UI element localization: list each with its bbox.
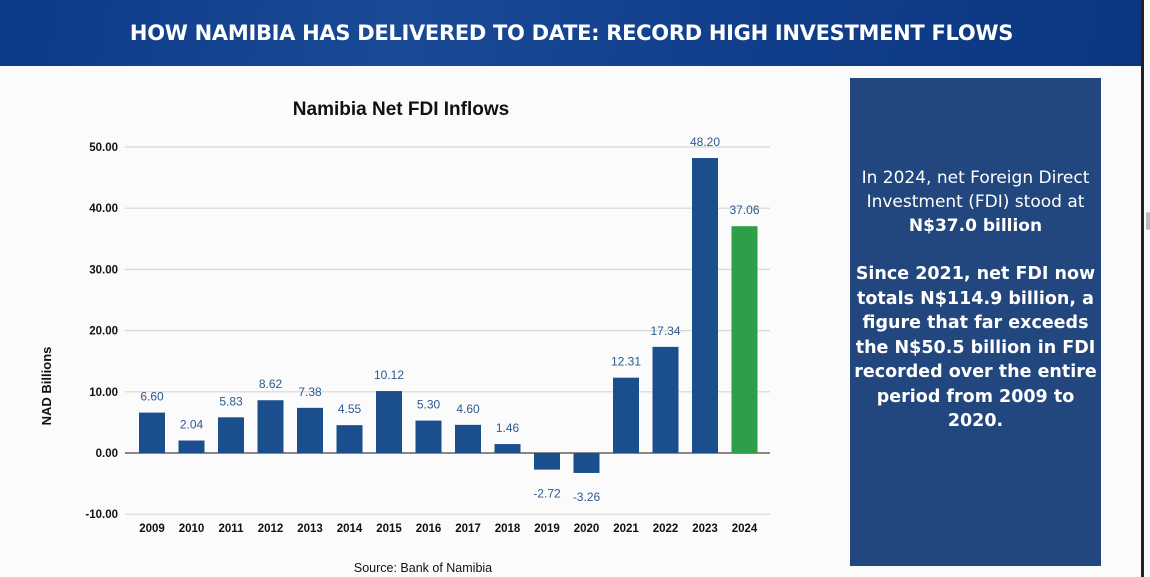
bar-2024: [731, 226, 758, 453]
bar-2015: [376, 391, 402, 453]
y-tick-label: 40.00: [89, 203, 118, 215]
summary-2024: In 2024, net Foreign Direct Investment (…: [854, 166, 1097, 238]
data-label: 1.46: [496, 421, 520, 435]
data-label: 12.31: [611, 355, 641, 369]
x-tick-label: 2010: [179, 523, 205, 535]
chart-title: Namibia Net FDI Inflows: [293, 99, 509, 120]
bar-2014: [336, 425, 363, 453]
data-label: 4.60: [456, 402, 480, 416]
bar-2023: [692, 158, 718, 453]
bar-2021: [613, 377, 639, 453]
y-axis-label: NAD Billions: [39, 347, 54, 426]
x-tick-label: 2009: [139, 523, 165, 535]
x-tick-label: 2021: [613, 523, 639, 535]
bar-2022: [652, 346, 679, 453]
x-tick-label: 2015: [376, 523, 402, 535]
x-tick-label: 2020: [574, 523, 600, 535]
summary-panel: In 2024, net Foreign Direct Investment (…: [850, 78, 1101, 566]
data-label: 8.62: [259, 377, 283, 391]
window-edge: [1141, 0, 1144, 577]
y-tick-label: 50.00: [89, 142, 118, 154]
summary-2024-text: In 2024, net Foreign Direct Investment (…: [861, 168, 1090, 212]
data-label: 2.04: [180, 418, 204, 432]
bar-2020: [573, 453, 600, 473]
data-label: -2.72: [533, 487, 561, 501]
x-tick-label: 2013: [297, 523, 323, 535]
bar-2010: [178, 440, 205, 453]
chart-source: Source: Bank of Namibia: [354, 561, 492, 575]
summary-since-2021: Since 2021, net FDI now totals N$114.9 b…: [854, 264, 1097, 431]
bar-2011: [218, 417, 244, 453]
data-label: 48.20: [690, 135, 720, 149]
x-tick-label: 2024: [732, 523, 758, 535]
data-label: 37.06: [729, 203, 759, 217]
x-tick-label: 2014: [337, 523, 363, 535]
bar-2017: [455, 424, 481, 453]
y-tick-label: -10.00: [85, 509, 118, 521]
x-tick-label: 2016: [416, 523, 442, 535]
side-handle[interactable]: [1146, 212, 1150, 230]
bar-2009: [139, 412, 165, 453]
data-label: 4.55: [338, 402, 362, 416]
bar-2013: [297, 407, 323, 453]
x-tick-label: 2019: [534, 523, 560, 535]
bar-2012: [257, 400, 284, 453]
y-tick-label: 30.00: [89, 264, 118, 276]
header-banner: HOW NAMIBIA HAS DELIVERED TO DATE: RECOR…: [0, 0, 1143, 66]
y-tick-label: 20.00: [89, 326, 118, 338]
data-label: -3.26: [573, 490, 601, 504]
data-label: 6.60: [140, 390, 164, 404]
x-tick-label: 2011: [219, 523, 245, 535]
data-label: 10.12: [374, 368, 404, 382]
bar-2016: [415, 420, 442, 453]
summary-2024-value: N$37.0 billion: [908, 216, 1043, 236]
data-label: 17.34: [650, 324, 680, 338]
y-tick-label: 10.00: [89, 387, 118, 399]
y-tick-label: 0.00: [96, 448, 118, 460]
bar-2019: [534, 453, 560, 470]
data-label: 5.83: [219, 394, 243, 408]
x-tick-label: 2017: [455, 523, 481, 535]
bar-2018: [494, 444, 521, 453]
page-title: HOW NAMIBIA HAS DELIVERED TO DATE: RECOR…: [129, 21, 1014, 45]
fdi-bar-chart: Namibia Net FDI Inflows 50.00 40.00 30.00 2…: [39, 99, 770, 575]
x-tick-label: 2018: [495, 523, 521, 535]
data-label: 7.38: [298, 385, 322, 399]
x-tick-label: 2012: [258, 523, 284, 535]
data-label: 5.30: [417, 398, 441, 412]
x-tick-label: 2022: [653, 523, 679, 535]
x-tick-label: 2023: [692, 523, 718, 535]
